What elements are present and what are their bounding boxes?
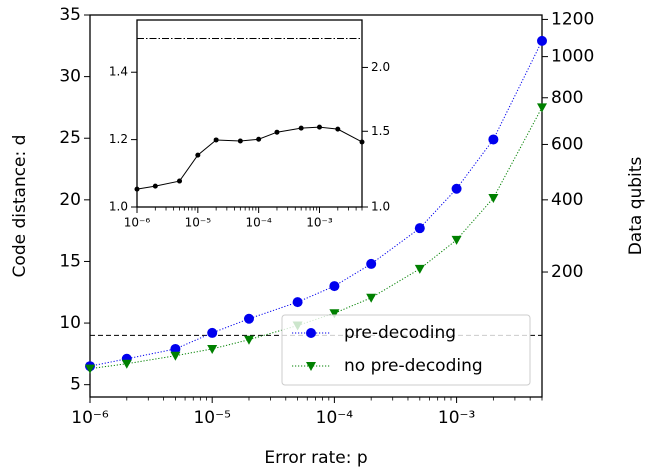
data-marker <box>366 293 377 303</box>
y2-axis-label: Data qubits <box>626 157 646 256</box>
x-tick-label: 10⁻³ <box>306 216 333 230</box>
y-tick-label: 5 <box>70 375 81 395</box>
x-tick-label: 10⁻⁴ <box>245 216 272 230</box>
x-tick-label: 10⁻⁶ <box>71 408 109 428</box>
plot-frame <box>89 14 543 398</box>
data-marker <box>134 186 140 192</box>
y-tick-label: 1.0 <box>109 200 128 214</box>
inset-plot: 10⁻⁶ 10⁻⁵ 10⁻⁴ 10⁻³ 1.0 1.2 1.4 1.0 1.5 2.0 <box>109 19 390 230</box>
y-tick-label: 1.2 <box>109 132 128 146</box>
data-marker <box>85 364 95 374</box>
y2-tick-label: 1200 <box>551 9 594 29</box>
data-marker <box>451 235 462 245</box>
x-tick-label: 10⁻⁵ <box>185 216 212 230</box>
x-tick-label: 10⁻⁶ <box>124 216 151 230</box>
x-axis-label: Error rate: p <box>264 448 367 468</box>
data-marker <box>213 137 219 143</box>
data-marker <box>177 178 183 184</box>
data-marker <box>298 125 304 131</box>
y-axis-label: Code distance: d <box>10 135 30 278</box>
y2-tick-label: 800 <box>551 88 583 108</box>
legend-label: no pre-decoding <box>344 356 483 376</box>
y-tick-label: 1.4 <box>109 65 128 79</box>
data-marker <box>359 139 365 145</box>
data-marker <box>329 281 340 292</box>
data-marker <box>274 129 280 135</box>
y2-tick-label: 1.0 <box>371 200 390 214</box>
data-marker <box>170 351 181 361</box>
y2-tick-label: 2.0 <box>371 60 390 74</box>
data-marker <box>256 136 262 142</box>
legend-marker <box>306 328 316 338</box>
plot-area <box>137 20 362 207</box>
data-marker <box>121 359 132 369</box>
data-marker <box>414 264 425 274</box>
data-marker <box>195 152 201 158</box>
y-tick-label: 35 <box>59 5 81 25</box>
y-tick-label: 30 <box>59 67 81 87</box>
plot-frame <box>136 19 363 208</box>
data-line <box>136 126 363 190</box>
legend-marker <box>306 362 316 371</box>
data-marker <box>366 258 377 269</box>
data-marker <box>488 134 499 145</box>
data-marker <box>414 223 425 234</box>
y-tick-label: 20 <box>59 190 81 210</box>
legend-box <box>281 314 531 386</box>
y2-tick-label: 1.5 <box>371 124 390 138</box>
x-tick-label: 10⁻⁴ <box>316 408 354 428</box>
y2-tick-label: 1000 <box>551 47 594 67</box>
data-marker <box>243 313 254 324</box>
data-marker <box>152 183 158 189</box>
data-marker <box>170 343 181 354</box>
data-marker <box>537 103 547 113</box>
data-marker <box>243 335 254 345</box>
y2-tick-label: 600 <box>551 134 583 154</box>
data-marker <box>292 297 303 308</box>
x-tick-label: 10⁻⁵ <box>193 408 230 428</box>
data-marker <box>316 124 322 130</box>
data-marker <box>488 193 499 203</box>
legend: pre-decoding no pre-decoding <box>281 314 531 386</box>
data-line <box>89 40 543 367</box>
data-marker <box>329 309 340 319</box>
y-tick-label: 15 <box>59 251 81 271</box>
data-marker <box>207 327 218 338</box>
data-marker <box>237 138 243 144</box>
data-marker <box>207 344 218 354</box>
legend-label: pre-decoding <box>344 323 456 343</box>
data-marker <box>537 35 547 46</box>
data-marker <box>335 126 341 132</box>
data-marker <box>451 183 462 194</box>
y-tick-label: 10 <box>59 313 81 333</box>
y2-tick-label: 400 <box>551 190 583 210</box>
y2-tick-label: 200 <box>551 262 583 282</box>
x-tick-label: 10⁻³ <box>438 408 475 428</box>
y-tick-label: 25 <box>59 128 81 148</box>
